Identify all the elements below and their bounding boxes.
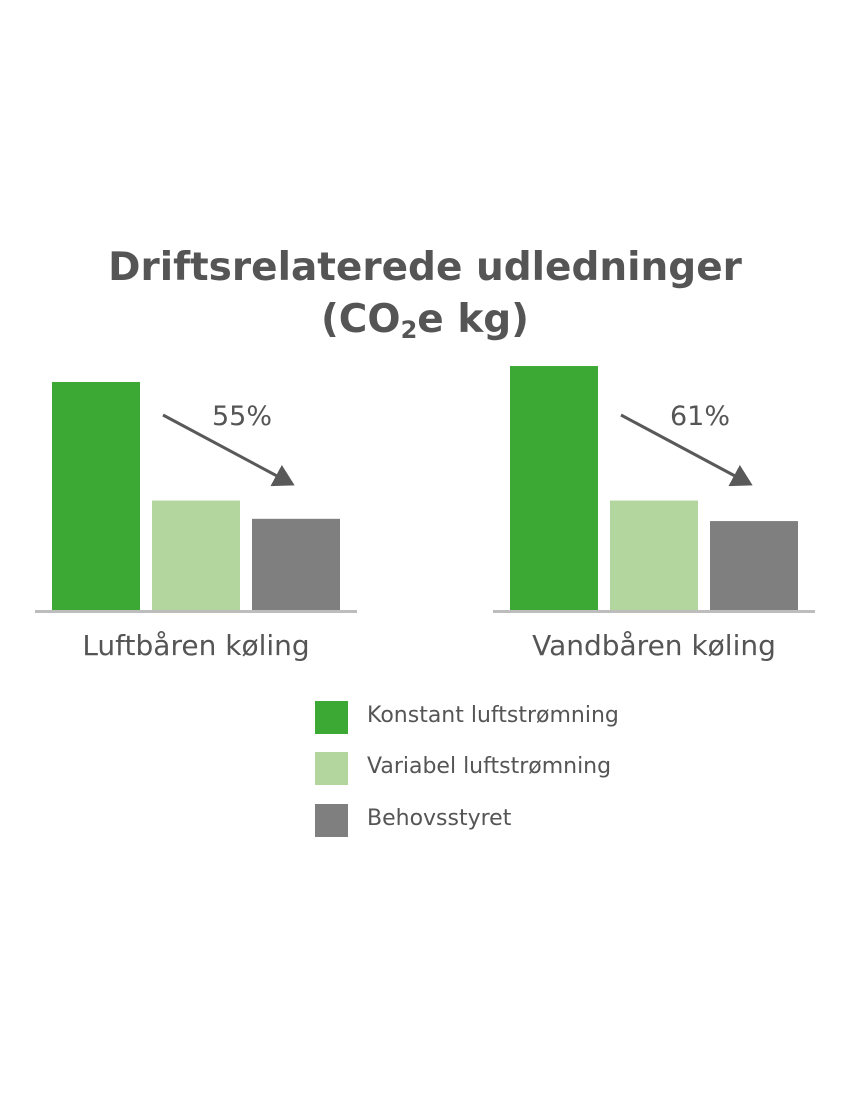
legend-label: Behovsstyret bbox=[367, 806, 512, 831]
reduction-label: 61% bbox=[670, 401, 730, 432]
title-unit-sub: 2 bbox=[400, 316, 418, 344]
bar bbox=[152, 500, 240, 610]
bar bbox=[52, 382, 140, 610]
legend-label: Konstant luftstrømning bbox=[367, 703, 619, 728]
category-label: Luftbåren køling bbox=[82, 629, 309, 662]
legend-label: Variabel luftstrømning bbox=[367, 754, 612, 779]
category-label: Vandbåren køling bbox=[532, 629, 776, 662]
title-unit-prefix: (CO bbox=[320, 297, 401, 342]
bar bbox=[510, 366, 598, 610]
legend-swatch bbox=[315, 804, 348, 837]
chart-title: Driftsrelaterede udledninger (CO2e kg) bbox=[0, 242, 850, 356]
arrow-icon bbox=[162, 413, 295, 487]
legend-swatch bbox=[315, 701, 348, 734]
title-main: Driftsrelaterede udledninger bbox=[108, 245, 742, 290]
bar bbox=[710, 521, 798, 610]
legend-swatch bbox=[315, 752, 348, 785]
arrow-icon bbox=[620, 413, 753, 487]
title-unit: (CO2e kg) bbox=[0, 294, 850, 356]
reduction-label: 55% bbox=[212, 401, 272, 432]
bar bbox=[252, 518, 340, 610]
title-unit-suffix: e kg) bbox=[417, 297, 530, 342]
bar bbox=[610, 500, 698, 610]
